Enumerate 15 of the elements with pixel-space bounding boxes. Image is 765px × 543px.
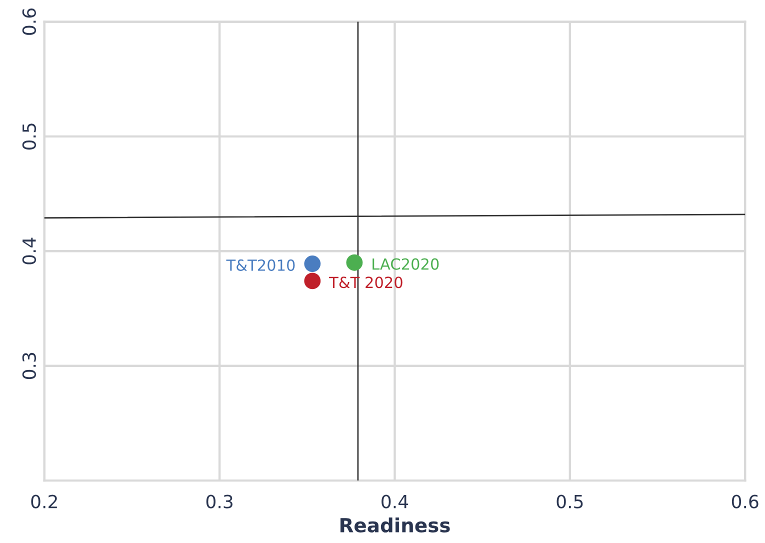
point bbox=[346, 254, 363, 271]
x-tick-label: 0.6 bbox=[732, 494, 758, 508]
x-tick-label: 0.2 bbox=[31, 494, 57, 508]
point bbox=[304, 256, 321, 272]
y-tick-label: 0.6 bbox=[22, 8, 36, 35]
point bbox=[304, 272, 321, 290]
y-tick-label: 0.4 bbox=[22, 238, 36, 264]
y-tick-label: 0.3 bbox=[22, 352, 36, 380]
x-tick-label: 0.3 bbox=[206, 494, 232, 508]
x-axis-title: Readiness bbox=[340, 517, 450, 533]
x-tick-label: 0.5 bbox=[556, 494, 583, 508]
series-label: T&T2010 bbox=[226, 259, 295, 271]
x-tick-label: 0.4 bbox=[382, 494, 408, 508]
y-tick-label: 0.5 bbox=[22, 124, 36, 150]
series-label: LAC2020 bbox=[372, 258, 439, 270]
